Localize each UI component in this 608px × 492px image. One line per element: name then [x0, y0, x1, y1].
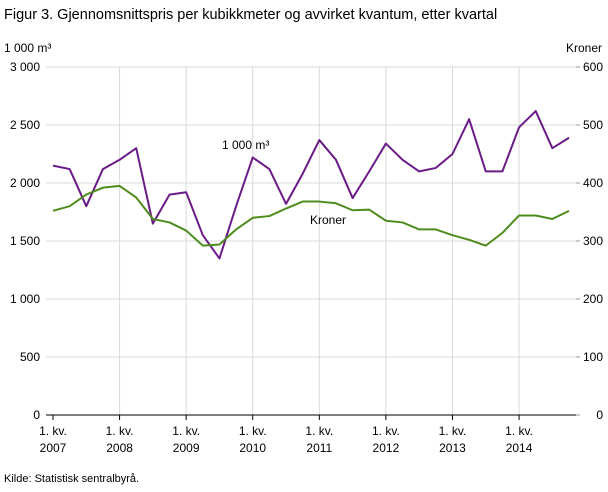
y-tick-label: 1 000 — [10, 292, 40, 306]
x-tick-label-line: 1. kv. — [39, 424, 67, 438]
y2-tick-label: 100 — [583, 350, 603, 364]
y2-tick-label: 600 — [583, 60, 603, 74]
series-label: Kroner — [310, 213, 346, 227]
y2-tick-label: 500 — [583, 118, 603, 132]
x-tick-label: 1. kv. 2011 — [305, 424, 333, 455]
x-tick-label-line: 1. kv. — [106, 424, 134, 438]
y2-tick-label: 400 — [583, 176, 603, 190]
x-tick-label-line: 1. kv. — [239, 424, 267, 438]
series-line — [52, 110, 570, 260]
x-tick-label: 1. kv. 2010 — [239, 424, 267, 455]
y-tick-label: 500 — [20, 350, 40, 364]
x-tick-label-line: 1. kv. — [505, 424, 533, 438]
x-tick-label-line: 2013 — [439, 441, 466, 455]
x-tick-label-line: 2008 — [106, 441, 133, 455]
x-tick-label-line: 1. kv. — [305, 424, 333, 438]
x-tick-label: 1. kv. 2008 — [106, 424, 134, 455]
x-tick-label-line: 1. kv. — [172, 424, 200, 438]
x-tick-label-line: 2014 — [506, 441, 533, 455]
y-tick-label: 1 500 — [10, 234, 40, 248]
x-tick-label: 1. kv. 2012 — [372, 424, 400, 455]
series-line — [52, 184, 570, 247]
x-tick-label-line: 2012 — [373, 441, 400, 455]
x-tick-label-line: 1. kv. — [372, 424, 400, 438]
x-tick-label: 1. kv. 2014 — [505, 424, 533, 455]
y2-tick-label: 0 — [596, 408, 603, 422]
x-tick-label: 1. kv. 2009 — [172, 424, 200, 455]
y2-tick-label: 300 — [583, 234, 603, 248]
x-tick-label-line: 2011 — [306, 441, 332, 455]
x-tick-label-line: 2010 — [239, 441, 266, 455]
y-tick-label: 3 000 — [10, 60, 40, 74]
source: Kilde: Statistisk sentralbyrå. — [4, 473, 139, 485]
x-tick-label-line: 2009 — [173, 441, 200, 455]
x-tick-label-line: 2007 — [40, 441, 67, 455]
x-tick-label: 1. kv. 2013 — [439, 424, 467, 455]
y-tick-label: 0 — [33, 408, 40, 422]
y2-tick-label: 200 — [583, 292, 603, 306]
y2-axis-label: Kroner — [566, 41, 602, 55]
y-tick-label: 2 000 — [10, 176, 40, 190]
y-axis-label: 1 000 m³ — [4, 41, 51, 55]
y-tick-label: 2 500 — [10, 118, 40, 132]
x-tick-label-line: 1. kv. — [439, 424, 467, 438]
chart-title: Figur 3. Gjennomsnittspris per kubikkmet… — [4, 7, 497, 23]
series-label: 1 000 m³ — [222, 138, 269, 152]
x-tick-label: 1. kv. 2007 — [39, 424, 67, 455]
